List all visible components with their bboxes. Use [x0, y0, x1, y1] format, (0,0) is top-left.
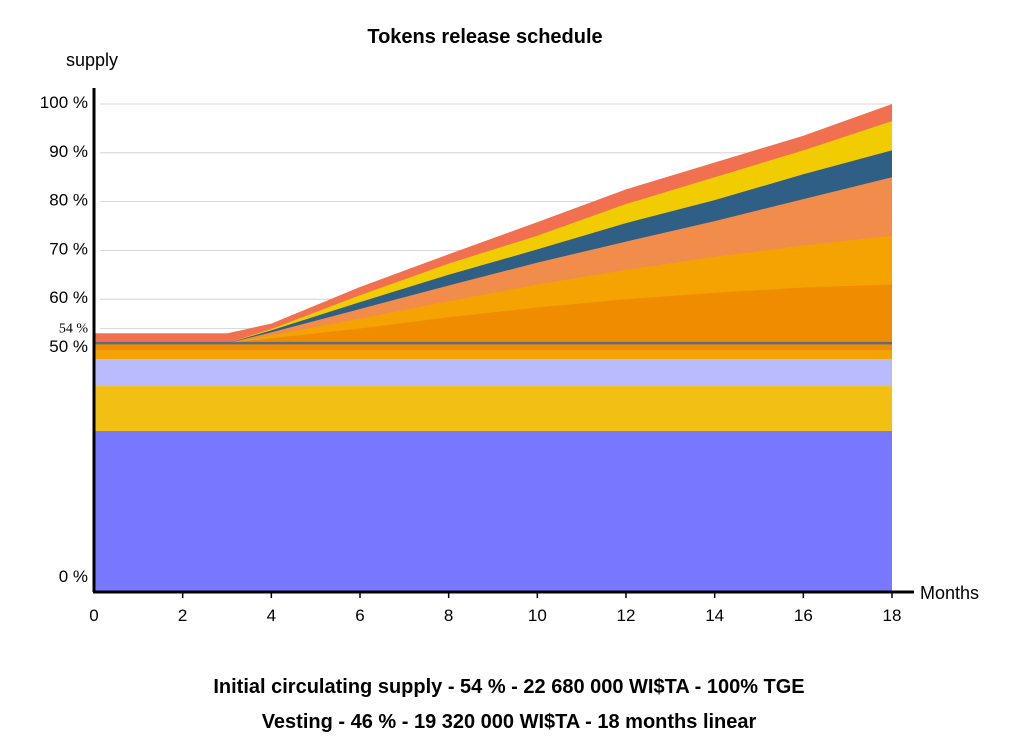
axes — [92, 88, 914, 598]
y-axis-label: supply — [66, 50, 118, 70]
initial-band — [94, 386, 892, 431]
y-tick-label: 60 % — [49, 288, 88, 307]
x-tick-label: 14 — [705, 606, 724, 625]
x-tick-label: 12 — [617, 606, 636, 625]
y-tick-label: 0 % — [59, 567, 88, 586]
chart-title: Tokens release schedule — [367, 26, 602, 48]
x-tick-label: 2 — [178, 606, 187, 625]
initial-band — [94, 359, 892, 387]
y-tick-label: 50 % — [49, 337, 88, 356]
initial-supply-note: Initial circulating supply - 54 % - 22 6… — [213, 676, 805, 698]
x-tick-label: 18 — [883, 606, 902, 625]
vesting-note: Vesting - 46 % - 19 320 000 WI$TA - 18 m… — [261, 711, 757, 733]
y-tick-label: 80 % — [49, 191, 88, 210]
x-tick-label: 4 — [267, 606, 276, 625]
x-tick-label: 8 — [444, 606, 453, 625]
x-tick-label: 0 — [89, 606, 98, 625]
x-axis-label: Months — [920, 583, 979, 603]
vesting-series-area — [94, 284, 892, 344]
release-schedule-chart: Tokens release schedule supply Months 0 2… — [40, 26, 979, 625]
area-series — [94, 104, 892, 592]
initial-band — [94, 350, 892, 360]
x-tick-label: 16 — [794, 606, 813, 625]
y-tick-label: 90 % — [49, 142, 88, 161]
y-tick-label: 100 % — [40, 93, 88, 112]
tick-labels: 0 2 4 6 8 10 12 14 16 18 0 % 50 %54 % 60 % 70 % 80 % 90… — [40, 93, 902, 625]
initial-band — [94, 343, 892, 351]
x-tick-label: 6 — [355, 606, 364, 625]
y-tick-label: 70 % — [49, 239, 88, 258]
initial-band — [94, 430, 892, 592]
x-tick-label: 10 — [528, 606, 547, 625]
y-tick-label: 54 % — [59, 321, 89, 336]
